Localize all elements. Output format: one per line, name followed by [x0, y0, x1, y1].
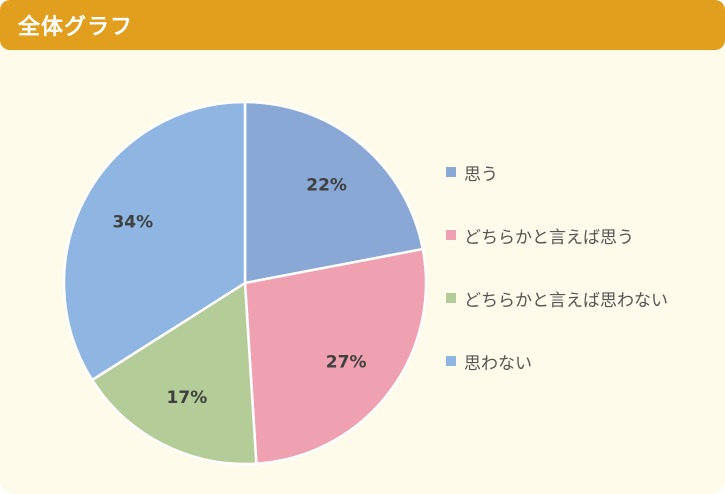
pie-slice-dochiraka-omou: [243, 247, 428, 465]
legend-label-dochiraka-omowanai: どちらかと言えば思わない: [464, 290, 668, 311]
legend-swatch-dochiraka-omowanai: [446, 293, 456, 303]
legend-item-dochiraka-omowanai: どちらかと言えば思わない: [446, 288, 668, 311]
legend-item-omowanai: 思わない: [446, 351, 668, 374]
pie-slice-dochiraka-omowanai: [90, 280, 258, 466]
data-label-omowanai: 34%: [112, 212, 153, 232]
legend-swatch-omowanai: [446, 356, 456, 366]
pie-slice-omou: [243, 100, 425, 285]
legend-label-dochiraka-omou: どちらかと言えば思う: [464, 227, 634, 248]
legend-swatch-omou: [446, 167, 456, 177]
pie-slice-omowanai: [62, 100, 247, 382]
data-label-dochiraka-omou: 27%: [326, 352, 367, 372]
legend-label-omou: 思う: [464, 164, 498, 185]
legend-item-dochiraka-omou: どちらかと言えば思う: [446, 225, 668, 248]
data-label-dochiraka-omowanai: 17%: [167, 388, 208, 408]
panel-header: 全体グラフ: [0, 0, 725, 50]
legend-swatch-dochiraka-omou: [446, 230, 456, 240]
legend-label-omowanai: 思わない: [464, 353, 532, 374]
panel-title: 全体グラフ: [18, 15, 134, 40]
legend-item-omou: 思う: [446, 162, 668, 185]
data-label-omou: 22%: [306, 175, 347, 195]
chart-legend: 思うどちらかと言えば思うどちらかと言えば思わない 思わない: [446, 162, 668, 414]
